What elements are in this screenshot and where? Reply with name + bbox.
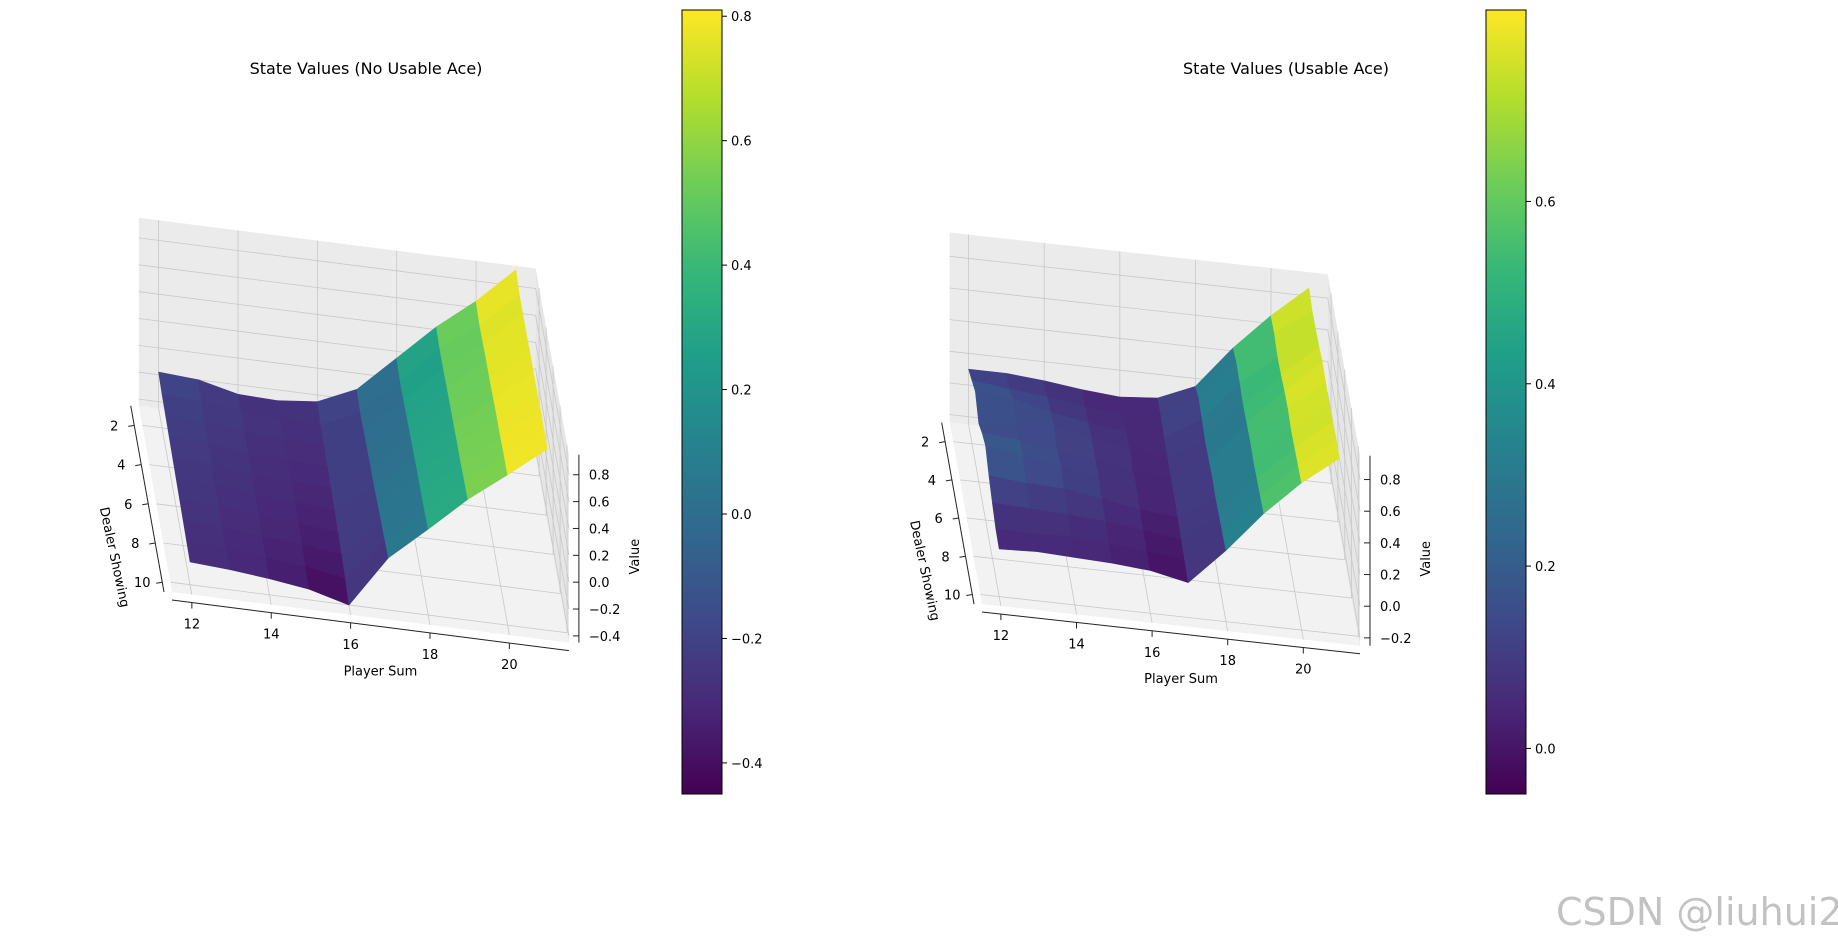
surface — [968, 287, 1340, 583]
z-tick-label: −0.2 — [1380, 632, 1412, 647]
x-tick-label: 20 — [1295, 663, 1312, 678]
y-axis-label: Dealer Showing — [96, 506, 132, 609]
grid-line — [138, 291, 570, 529]
y-tick-label: 2 — [110, 419, 118, 434]
surface-patch — [1297, 438, 1340, 484]
x-tick-label: 20 — [501, 658, 518, 673]
y-tick — [939, 441, 946, 444]
grid-line — [968, 234, 1002, 607]
chart-title: State Values (Usable Ace) — [1183, 59, 1389, 78]
x-tick-label: 18 — [1219, 654, 1236, 669]
colorbar-tick-label: −0.2 — [731, 632, 763, 647]
y-tick — [156, 581, 163, 584]
surface-patch — [1119, 396, 1162, 416]
z-axis-label: Value — [1419, 541, 1434, 577]
y-tick — [952, 517, 959, 520]
y-tick — [142, 503, 149, 506]
grid-line — [138, 318, 570, 556]
y-tick — [128, 424, 135, 427]
z-tick-label: −0.2 — [589, 603, 621, 618]
y-tick — [135, 464, 142, 467]
x-tick-label: 14 — [1068, 637, 1085, 652]
grid-line — [949, 350, 1361, 575]
colorbar-tick-label: 0.6 — [731, 135, 752, 150]
x-axis-line — [981, 611, 1361, 655]
chart-title: State Values (No Usable Ace) — [250, 59, 483, 78]
z-tick-label: 0.8 — [589, 469, 610, 484]
grid-line — [949, 319, 1361, 543]
x-tick-label: 12 — [993, 629, 1010, 644]
colorbar-tick-label: 0.0 — [1535, 742, 1556, 757]
x-tick-label: 18 — [422, 648, 439, 663]
x-axis-label: Player Sum — [1144, 672, 1218, 687]
y-tick-label: 10 — [134, 576, 151, 591]
y-tick — [966, 593, 973, 596]
y-tick-label: 4 — [117, 459, 125, 474]
y-tick-label: 8 — [131, 537, 139, 552]
x-tick-label: 14 — [263, 628, 280, 643]
grid-line — [949, 287, 1361, 512]
grid-line — [973, 408, 1352, 599]
y-tick-label: 2 — [921, 436, 929, 451]
grid-line — [138, 264, 570, 502]
z-tick-label: 0.0 — [1380, 600, 1401, 615]
x-axis-line — [171, 599, 569, 652]
side-pane — [1327, 274, 1360, 646]
colorbar-tick-label: −0.4 — [731, 757, 763, 772]
colorbar-tick-label: 0.0 — [731, 508, 752, 523]
grid-line — [949, 255, 1361, 480]
z-tick-label: 0.2 — [589, 549, 610, 564]
z-tick-label: 0.6 — [1380, 505, 1401, 520]
y-tick — [149, 542, 156, 545]
z-tick-label: 0.4 — [1380, 537, 1401, 552]
grid-line — [980, 446, 1359, 637]
z-tick-label: 0.8 — [1380, 474, 1401, 489]
y-axis-line — [941, 422, 975, 605]
x-tick-label: 12 — [184, 618, 201, 633]
colorbar-tick-label: 0.2 — [1535, 560, 1556, 575]
x-tick-label: 16 — [342, 638, 359, 653]
y-tick — [959, 555, 966, 558]
y-axis-line — [130, 405, 165, 593]
colorbar-tick-label: 0.4 — [1535, 378, 1556, 393]
watermark: CSDN @liuhui244 — [1556, 890, 1838, 934]
surface-patch — [503, 429, 548, 476]
colorbar: 0.0 0.2 0.4 0.6 — [1485, 9, 1556, 795]
y-tick-label: 10 — [944, 588, 961, 603]
colorbar-gradient — [681, 9, 723, 795]
grid-line — [138, 237, 570, 475]
surface — [158, 269, 548, 606]
x-tick-label: 16 — [1144, 646, 1161, 661]
z-tick-label: 0.2 — [1380, 569, 1401, 584]
colorbar: −0.4 −0.2 0.0 0.2 0.4 0.6 0.8 — [681, 9, 763, 795]
colorbar-gradient — [1485, 9, 1527, 795]
y-tick-label: 6 — [935, 512, 943, 527]
z-tick-label: 0.6 — [589, 496, 610, 511]
z-tick-label: 0.4 — [589, 522, 610, 537]
colorbar-tick-label: 0.6 — [1535, 195, 1556, 210]
grid-line — [170, 444, 568, 634]
y-tick — [945, 479, 952, 482]
x-axis-label: Player Sum — [344, 664, 418, 679]
grid-line — [158, 220, 193, 595]
colorbar-tick-label: 0.2 — [731, 384, 752, 399]
y-tick-label: 8 — [941, 550, 949, 565]
y-axis-label: Dealer Showing — [906, 519, 942, 622]
subplot-2: 12 14 16 18 20 2 4 6 8 10 −0.2 0.0 0.2 0.4 0.6 0.8 Playe… — [906, 9, 1556, 795]
colorbar-tick-label: 0.4 — [731, 259, 752, 274]
z-axis-label: Value — [628, 539, 643, 575]
z-tick-label: −0.4 — [589, 630, 621, 645]
z-tick-label: 0.0 — [589, 576, 610, 591]
y-tick-label: 6 — [124, 498, 132, 513]
colorbar-tick-label: 0.8 — [731, 10, 752, 25]
subplot-1: 12 14 16 18 20 2 4 6 8 10 −0.4 −0.2 0.0 0.2 0.4 0.6 0.8 P… — [96, 9, 763, 795]
y-tick-label: 4 — [928, 474, 936, 489]
